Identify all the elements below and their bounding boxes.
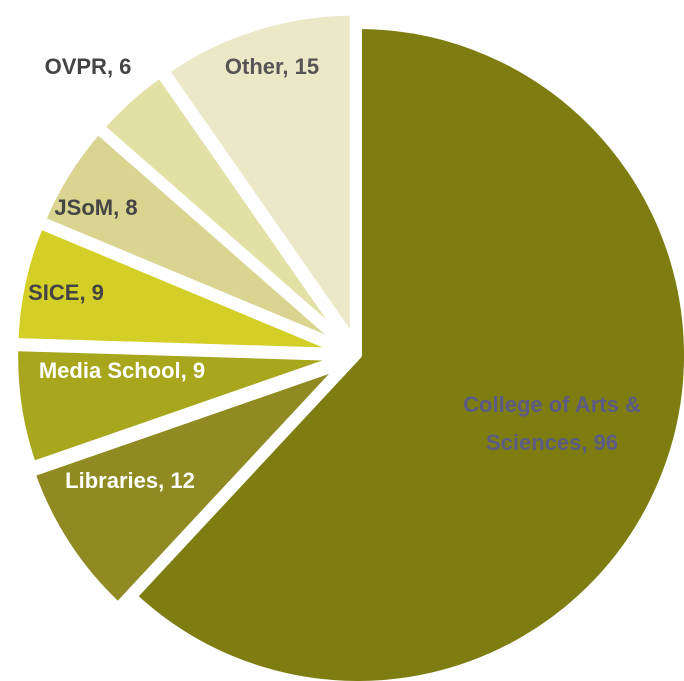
pie-label-line: SICE, 9: [28, 280, 104, 305]
pie-slice-ovpr: [96, 69, 353, 349]
pie-label-line: Sciences, 96: [486, 430, 618, 455]
pie-label-sice: SICE, 9: [28, 280, 104, 305]
pie-slice-sice: [10, 220, 349, 357]
pie-label-line: OVPR, 6: [45, 54, 132, 79]
pie-label-line: College of Arts &: [463, 392, 641, 417]
pie-label-college-of-arts-sciences: College of Arts & Sciences, 96: [463, 392, 641, 455]
pie-label-jsom: JSoM, 8: [54, 195, 137, 220]
pie-label-ovpr: OVPR, 6: [45, 54, 132, 79]
pie-label-line: Other, 15: [225, 54, 319, 79]
pie-slice-other: [161, 7, 358, 346]
pie-label-media-school: Media School, 9: [39, 358, 205, 383]
pie-label-libraries: Libraries, 12: [65, 468, 195, 493]
pie-slices: [10, 7, 684, 681]
pie-label-line: JSoM, 8: [54, 195, 137, 220]
pie-slice-jsom: [37, 126, 351, 352]
pie-labels: College of Arts & Sciences, 96 Libraries, …: [28, 54, 641, 493]
pie-label-line: Media School, 9: [39, 358, 205, 383]
pie-slice-media-school: [10, 343, 349, 470]
pie-label-line: Libraries, 12: [65, 468, 195, 493]
pie-label-other: Other, 15: [225, 54, 319, 79]
pie-slice-libraries: [27, 360, 347, 611]
